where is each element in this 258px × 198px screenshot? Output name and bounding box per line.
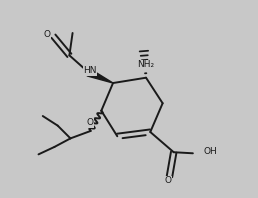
Text: O: O: [86, 118, 93, 127]
Text: OH: OH: [203, 147, 217, 156]
Text: HN: HN: [84, 66, 97, 75]
Polygon shape: [87, 69, 113, 83]
Text: O: O: [43, 30, 50, 39]
Text: NH₂: NH₂: [138, 60, 155, 69]
Text: O: O: [164, 176, 171, 186]
